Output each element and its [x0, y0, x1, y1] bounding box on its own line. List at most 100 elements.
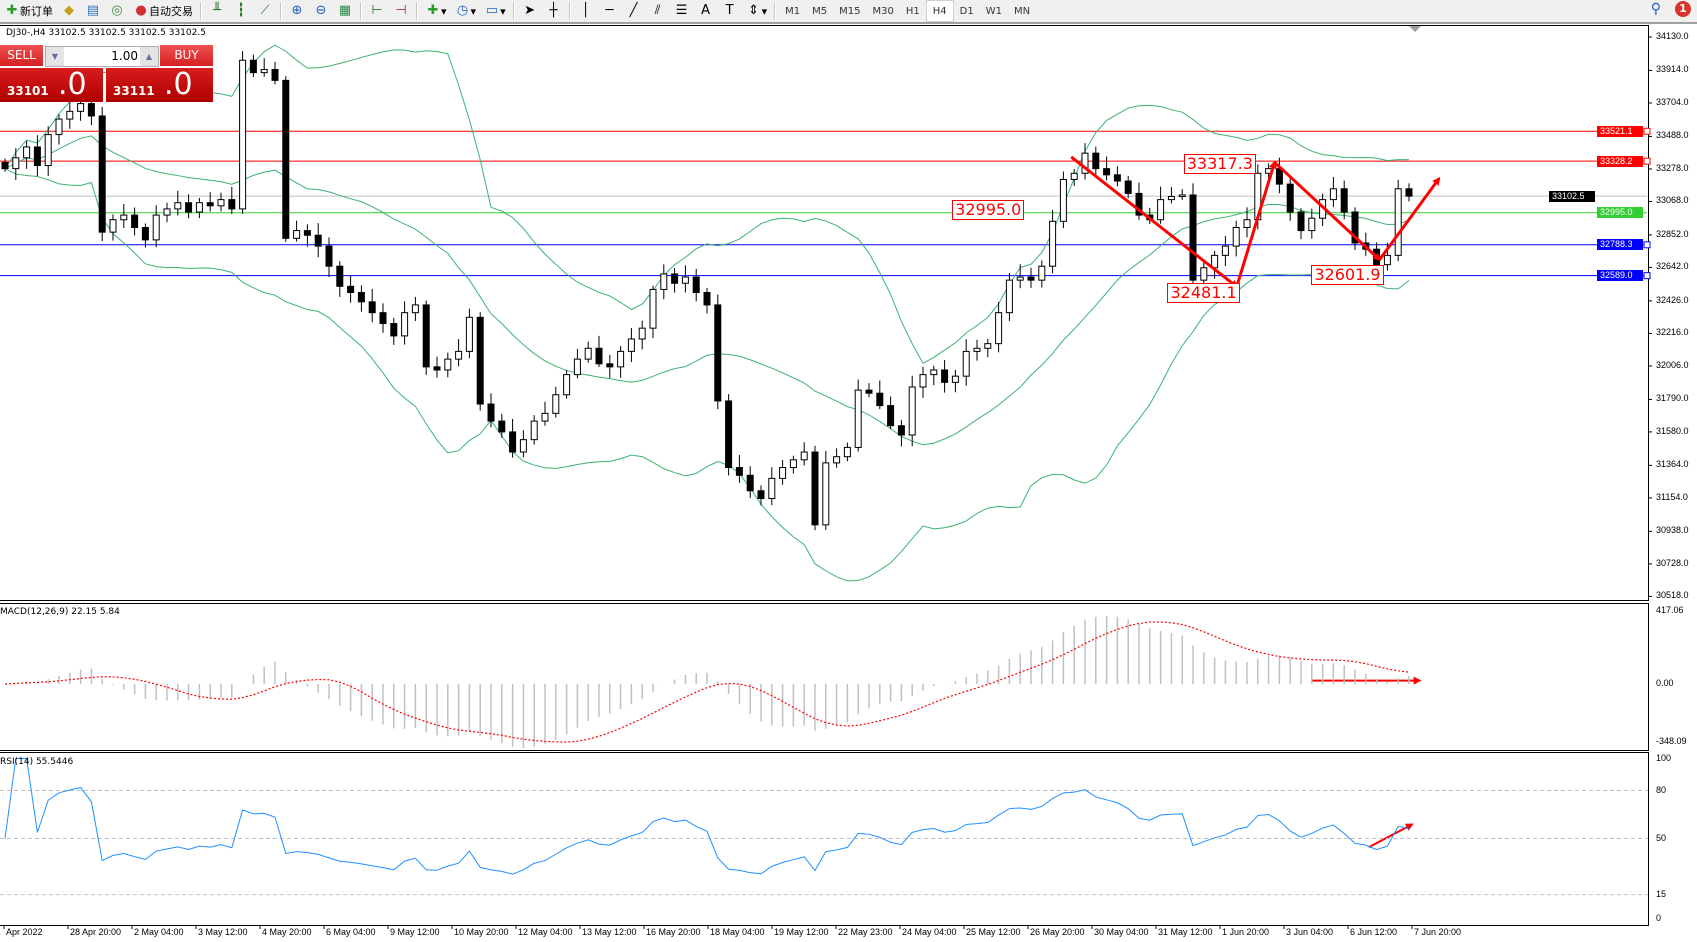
- bid-price-main: 33101: [7, 84, 49, 98]
- equidistant-channel-tool[interactable]: ⫽: [646, 1, 670, 21]
- template-icon: ▭: [485, 3, 499, 18]
- candlestick-icon: ┇: [237, 3, 245, 18]
- zoom-out-icon: ⊖: [315, 3, 327, 18]
- auto-trading-button[interactable]: ● 自动交易: [129, 1, 197, 21]
- vertical-line-tool[interactable]: │: [574, 1, 598, 21]
- crosshair-tool[interactable]: ┼: [542, 1, 566, 21]
- macd-tick-label: -348.09: [1656, 736, 1687, 746]
- rsi-tick-label: 80: [1656, 784, 1667, 795]
- time-tick-label: 12 May 04:00: [518, 927, 573, 937]
- zoom-in-icon: ⊕: [291, 3, 303, 18]
- add-indicator-icon: ✚: [427, 3, 439, 18]
- time-tick-label: 19 May 12:00: [774, 927, 829, 937]
- text-tool[interactable]: A: [694, 1, 718, 21]
- timeframe-h4[interactable]: H4: [925, 0, 954, 22]
- timeframe-h1[interactable]: H1: [905, 5, 920, 17]
- price-annotation: 33317.3: [1183, 153, 1256, 174]
- time-tick-label: 9 May 12:00: [390, 927, 440, 937]
- metaeditor-button[interactable]: ◆: [57, 1, 81, 21]
- level-price-label: 33521.1: [1597, 125, 1643, 137]
- candle-chart-button[interactable]: ┇: [229, 1, 253, 21]
- new-order-button[interactable]: ✚ 新订单: [0, 1, 57, 21]
- signals-button[interactable]: ◎: [105, 1, 129, 21]
- timeframe-m30[interactable]: M30: [872, 5, 894, 17]
- lot-decrease-button[interactable]: ▼: [46, 47, 64, 66]
- time-tick-label: 2 May 04:00: [134, 927, 184, 937]
- zoom-out-button[interactable]: ⊖: [309, 1, 333, 21]
- line-chart-icon: ⟋: [260, 3, 270, 18]
- price-chart-panel[interactable]: [0, 25, 1649, 601]
- price-tick-label: 32642.0: [1656, 261, 1689, 272]
- bar-chart-button[interactable]: ╨: [205, 1, 229, 21]
- zoom-in-button[interactable]: ⊕: [285, 1, 309, 21]
- lot-increase-button[interactable]: ▲: [140, 47, 158, 66]
- time-tick-label: 26 May 20:00: [1030, 927, 1085, 937]
- autoscroll-icon: ⊢: [371, 3, 383, 18]
- navigator-button[interactable]: ▤: [81, 1, 105, 21]
- indicators-button[interactable]: ✚ ▾: [421, 1, 451, 21]
- templates-button[interactable]: ▭ ▾: [485, 3, 506, 18]
- last-price-label: 33102.5: [1549, 190, 1595, 202]
- toolbar-right: ⚲ 1: [1651, 1, 1691, 17]
- price-tick-label: 31790.0: [1656, 393, 1689, 404]
- trendline-icon: ╱: [629, 3, 638, 18]
- rsi-tick-label: 100: [1656, 752, 1672, 763]
- periods-button[interactable]: ◷ ▾: [451, 1, 481, 21]
- price-tick-label: 30938.0: [1656, 525, 1689, 536]
- buy-price-button[interactable]: 33111 .0: [106, 68, 213, 102]
- price-tick-label: 31154.0: [1656, 491, 1688, 502]
- bid-price-fraction: .0: [58, 67, 87, 102]
- search-icon[interactable]: ⚲: [1650, 1, 1661, 17]
- macd-tick-label: 0.00: [1656, 678, 1674, 688]
- chart-shift-icon: ⊣: [395, 3, 407, 18]
- horizontal-line-tool[interactable]: ─: [598, 1, 622, 21]
- rsi-panel[interactable]: [0, 752, 1649, 926]
- navigator-icon: ▤: [86, 3, 100, 18]
- sell-button[interactable]: SELL: [0, 45, 43, 66]
- new-order-icon: ✚: [6, 3, 18, 18]
- line-chart-button[interactable]: ⟋: [253, 1, 277, 21]
- trendline-tool[interactable]: ╱: [622, 1, 646, 21]
- timeframe-m1[interactable]: M1: [785, 5, 801, 17]
- time-tick-label: 18 May 04:00: [710, 927, 765, 937]
- toolbar-separator: [568, 2, 571, 20]
- fibonacci-tool[interactable]: ☰: [670, 1, 694, 21]
- timeframe-m15[interactable]: M15: [839, 5, 861, 17]
- timeframe-m5[interactable]: M5: [812, 5, 828, 17]
- vertical-line-icon: │: [581, 3, 590, 18]
- symbol-info: DJ30-,H4 33102.5 33102.5 33102.5 33102.5: [6, 28, 206, 38]
- toolbar-separator: [774, 2, 777, 20]
- lot-size-stepper[interactable]: ▼ 1.00 ▲: [45, 46, 159, 67]
- price-tick-label: 31364.0: [1656, 459, 1689, 470]
- bar-chart-icon: ╨: [213, 3, 221, 18]
- autoscroll-button[interactable]: ⊢: [365, 1, 389, 21]
- time-tick-label: 6 Jun 12:00: [1350, 927, 1398, 937]
- timeframe-d1[interactable]: D1: [959, 5, 974, 17]
- toolbar-separator: [416, 2, 418, 20]
- lot-size-input[interactable]: 1.00: [111, 49, 138, 63]
- macd-panel[interactable]: [0, 603, 1649, 751]
- level-price-label: 32589.0: [1597, 270, 1643, 282]
- price-tick-label: 33278.0: [1656, 162, 1689, 173]
- buy-button[interactable]: BUY: [160, 45, 213, 66]
- text-label-tool[interactable]: T: [718, 1, 742, 21]
- toolbar: ✚ 新订单 ◆ ▤ ◎ ● 自动交易 ╨ ┇ ⟋ ⊕ ⊖ ▦ ⊢ ⊣ ✚ ▾ ◷ ▾ ▭…: [0, 0, 1697, 24]
- time-tick-label: 3 May 12:00: [198, 927, 248, 937]
- notifications-button[interactable]: 1: [1675, 1, 1691, 17]
- sell-price-button[interactable]: 33101 .0: [0, 68, 103, 102]
- timeframe-w1[interactable]: W1: [985, 5, 1002, 17]
- arrows-tool[interactable]: ⇕ ▾: [742, 1, 772, 21]
- metaeditor-icon: ◆: [64, 3, 74, 18]
- notification-badge: 1: [1675, 1, 1691, 17]
- macd-tick-label: 417.06: [1656, 605, 1684, 615]
- ask-price-fraction: .0: [164, 67, 193, 102]
- price-tick-label: 33488.0: [1656, 130, 1689, 141]
- time-tick-label: 13 May 12:00: [582, 927, 637, 937]
- tile-windows-button[interactable]: ▦: [333, 1, 357, 21]
- chart-shift-button[interactable]: ⊣: [389, 1, 413, 21]
- time-tick-label: 30 May 04:00: [1094, 927, 1149, 937]
- level-price-label: 32995.0: [1597, 207, 1643, 219]
- cursor-tool[interactable]: ➤: [518, 1, 542, 21]
- timeframe-mn[interactable]: MN: [1013, 5, 1031, 17]
- price-annotation: 32995.0: [952, 200, 1025, 221]
